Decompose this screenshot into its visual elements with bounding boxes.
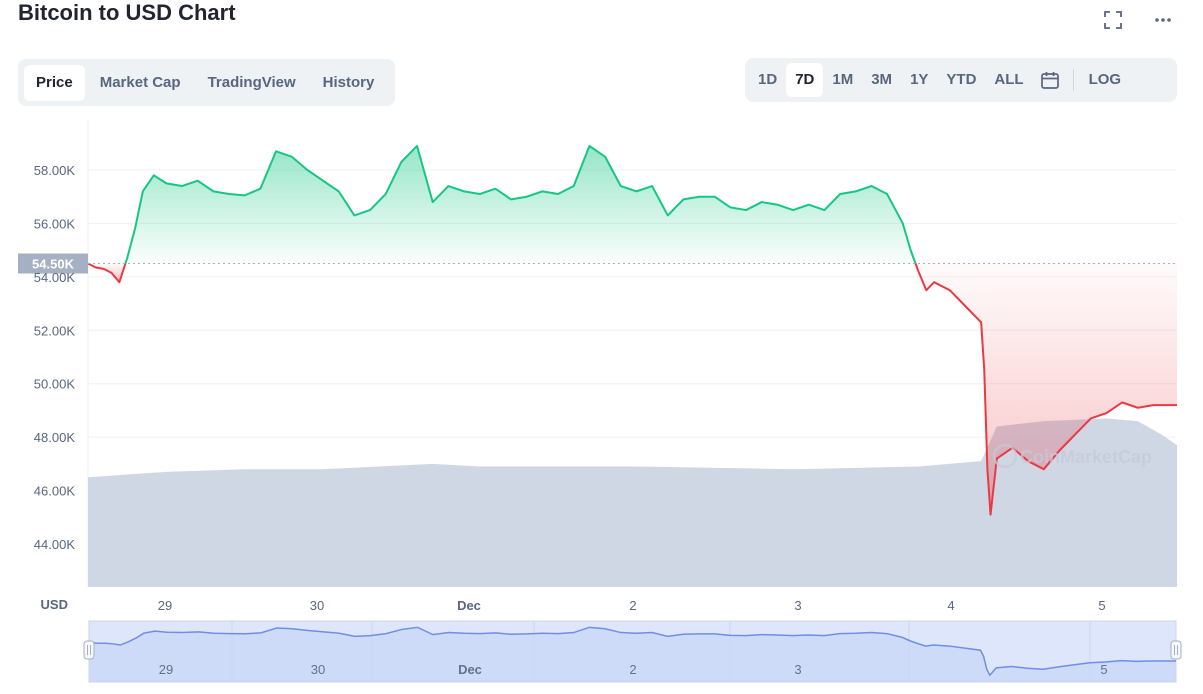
y-tick-label: 58.00K: [34, 163, 76, 178]
navigator-tick-label: 29: [159, 662, 173, 677]
baseline-value-label: 54.50K: [32, 257, 75, 272]
x-tick-label: 4: [947, 598, 954, 613]
y-tick-label: 54.00K: [34, 270, 76, 285]
navigator-area: [89, 627, 1176, 682]
calendar-icon[interactable]: [1033, 63, 1067, 97]
x-tick-label: 2: [629, 598, 636, 613]
tab-price[interactable]: Price: [24, 64, 85, 101]
fullscreen-icon[interactable]: [1101, 8, 1125, 32]
watermark-text: CoinMarketCap: [1020, 447, 1152, 467]
range-1y[interactable]: 1Y: [910, 71, 929, 88]
price-area-up: [125, 145, 916, 264]
price-area-down: [915, 263, 1177, 515]
volume-area: [88, 418, 1177, 587]
navigator-tick-label: 2: [629, 662, 636, 677]
x-tick-label: 30: [310, 598, 324, 613]
tab-tradingview[interactable]: TradingView: [207, 73, 296, 91]
range-1d[interactable]: 1D: [758, 71, 778, 88]
y-tick-label: 52.00K: [34, 323, 76, 338]
range-1m[interactable]: 1M: [832, 71, 854, 88]
y-tick-label: 56.00K: [34, 216, 76, 231]
navigator-tick-label: 5: [1100, 662, 1107, 677]
range-divider: [1072, 69, 1074, 91]
navigator-tick-label: Dec: [458, 662, 482, 677]
x-tick-label: 29: [158, 598, 172, 613]
range-ytd[interactable]: YTD: [946, 71, 977, 88]
navigator-tick-label: 30: [311, 662, 325, 677]
y-tick-label: 48.00K: [34, 430, 76, 445]
y-tick-label: 50.00K: [34, 377, 76, 392]
price-line-up: [124, 144, 917, 264]
range-all[interactable]: ALL: [994, 71, 1024, 88]
navigator-left-handle-grip[interactable]: [83, 640, 95, 660]
chart-type-tabs: Price Market Cap TradingView History: [18, 59, 396, 106]
range-7d[interactable]: 7D: [786, 63, 824, 97]
time-range-selector: 1D 7D 1M 3M 1Y YTD ALL LOG: [745, 58, 1177, 102]
navigator-right-handle-grip[interactable]: [1170, 640, 1182, 660]
watermark-logo: [992, 443, 1018, 469]
tab-history[interactable]: History: [322, 73, 375, 91]
navigator-right-handle[interactable]: [1170, 640, 1182, 660]
range-3m[interactable]: 3M: [871, 71, 893, 88]
log-toggle[interactable]: LOG: [1088, 71, 1122, 88]
y-tick-label: 44.00K: [34, 537, 76, 552]
y-tick-label: 46.00K: [34, 484, 76, 499]
navigator-tick-label: 3: [794, 662, 801, 677]
page-title: Bitcoin to USD Chart: [18, 0, 236, 25]
baseline-badge: [18, 253, 88, 274]
x-tick-label: 5: [1098, 598, 1105, 613]
navigator-left-handle[interactable]: [83, 640, 95, 660]
currency-label: USD: [41, 597, 68, 612]
x-tick-label: Dec: [457, 598, 481, 613]
tab-market-cap[interactable]: Market Cap: [99, 73, 181, 91]
navigator-line: [88, 626, 1176, 677]
x-tick-label: 3: [794, 598, 801, 613]
price-line-down: [87, 262, 127, 284]
more-icon[interactable]: [1151, 8, 1175, 32]
price-line-down: [914, 263, 1177, 516]
